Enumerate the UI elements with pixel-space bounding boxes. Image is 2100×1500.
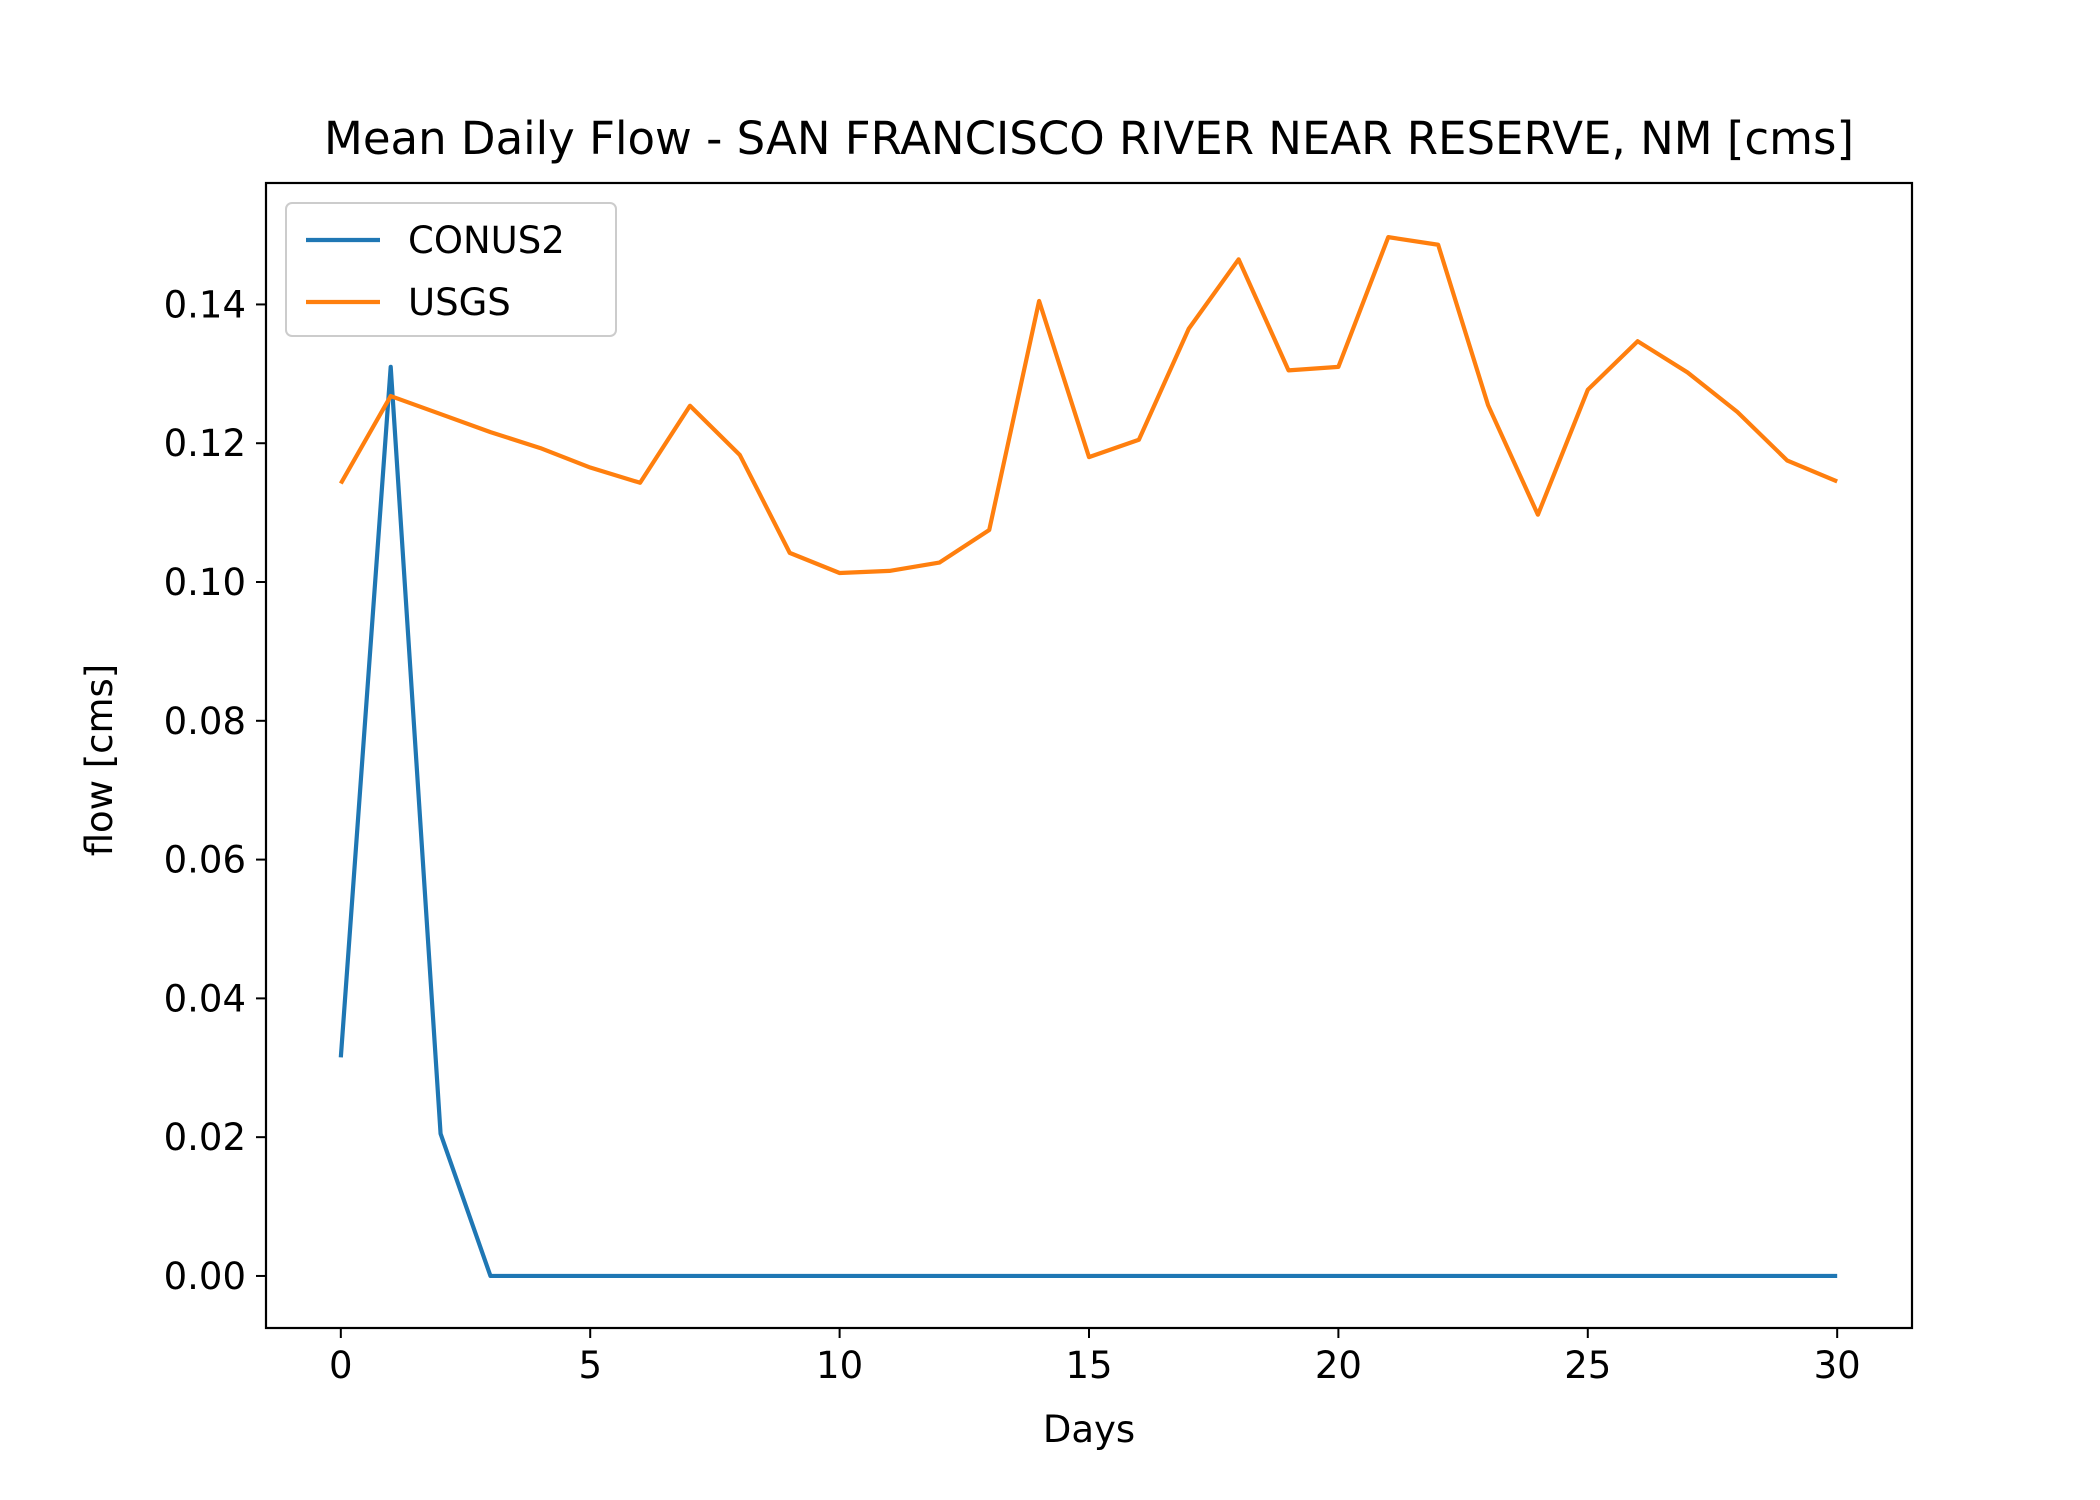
- x-tick-label: 10: [816, 1344, 863, 1387]
- series-line-conus2: [338, 364, 1838, 1279]
- y-tick-label: 0.00: [164, 1255, 246, 1298]
- x-tick-label: 0: [329, 1344, 353, 1387]
- x-axis-label: Days: [1043, 1408, 1135, 1451]
- y-tick-label: 0.14: [164, 283, 246, 326]
- y-axis-label: flow [cms]: [78, 664, 121, 857]
- y-tick-label: 0.06: [164, 839, 246, 882]
- x-tick-label: 25: [1564, 1344, 1611, 1387]
- x-tick-label: 15: [1065, 1344, 1112, 1387]
- chart-title: Mean Daily Flow - SAN FRANCISCO RIVER NE…: [324, 112, 1854, 165]
- y-tick-label: 0.08: [164, 700, 246, 743]
- y-tick-label: 0.02: [164, 1116, 246, 1159]
- y-tick-label: 0.04: [164, 977, 246, 1020]
- x-tick-label: 20: [1315, 1344, 1362, 1387]
- x-tick-label: 30: [1814, 1344, 1861, 1387]
- series-line-usgs: [338, 235, 1838, 576]
- x-tick-label: 5: [578, 1344, 602, 1387]
- y-tick-label: 0.12: [164, 422, 246, 465]
- y-tick-label: 0.10: [164, 561, 246, 604]
- legend-label-usgs: USGS: [408, 281, 511, 324]
- plot-area: 0 5 10 15 20 25 30 0.00 0.02 0.04 0.06 0.08 0.10 0.12…: [164, 181, 1914, 1387]
- legend-label-conus2: CONUS2: [408, 219, 565, 262]
